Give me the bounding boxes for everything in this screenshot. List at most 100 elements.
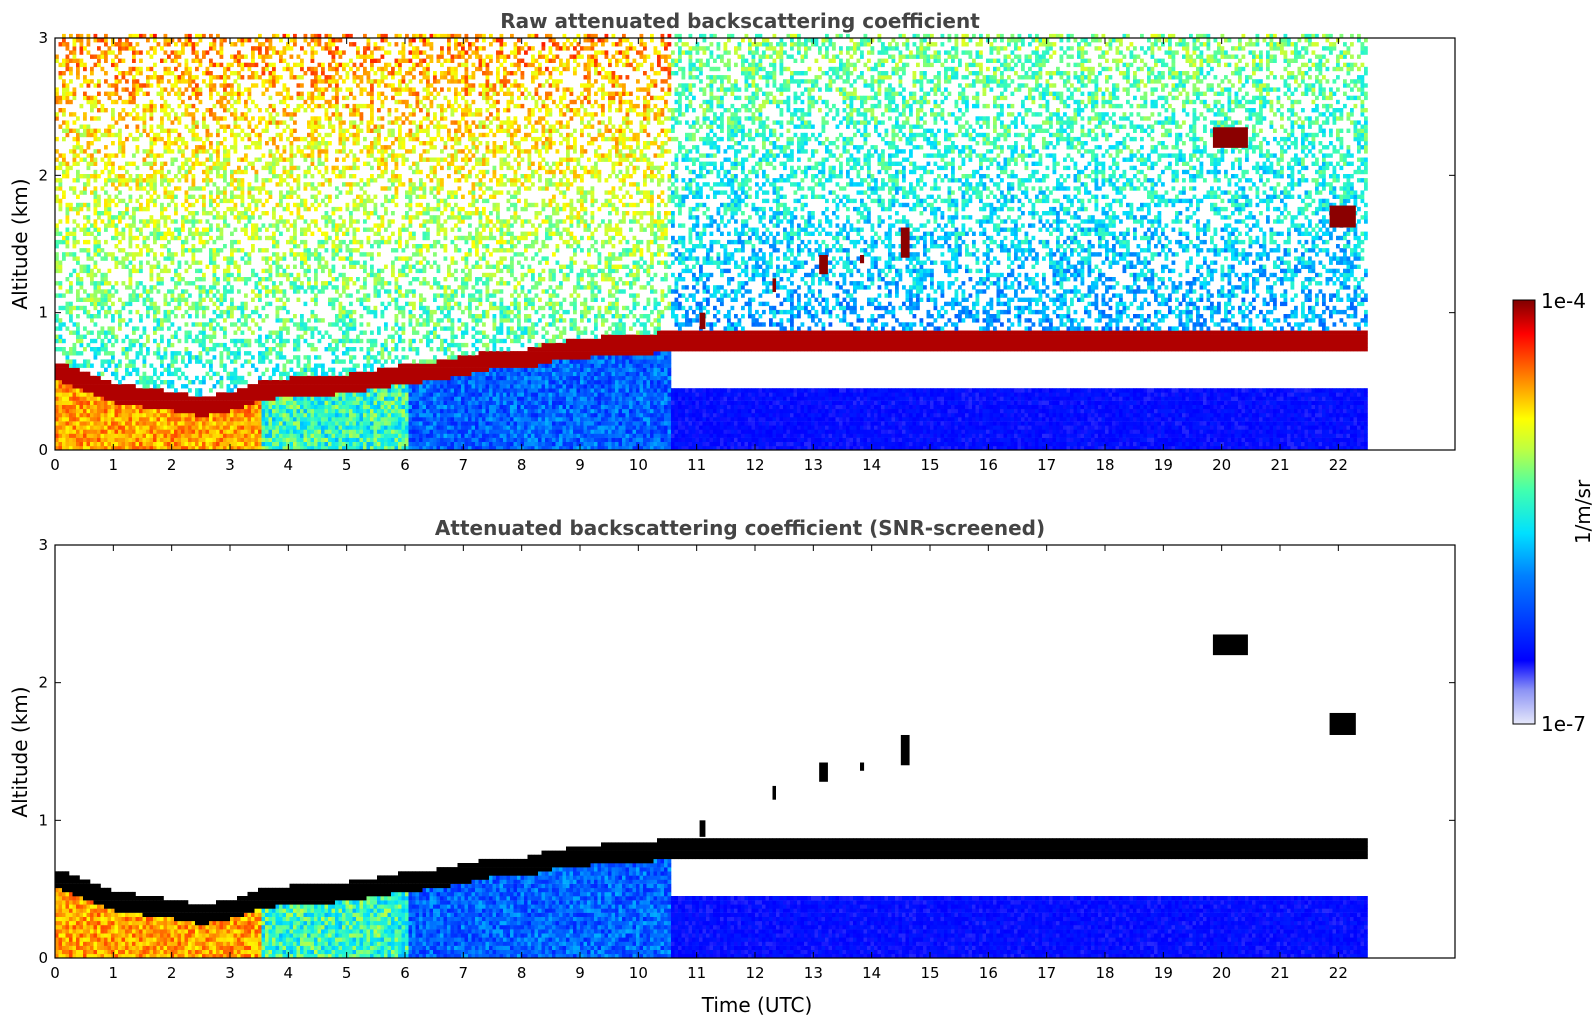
heatmap-cell	[171, 195, 175, 199]
heatmap-cell	[272, 166, 276, 170]
heatmap-cell	[307, 248, 311, 252]
heatmap-cell	[195, 376, 199, 380]
heatmap-cell	[97, 335, 101, 339]
heatmap-cell	[66, 388, 70, 392]
heatmap-cell	[335, 277, 339, 281]
heatmap-cell	[83, 240, 87, 244]
heatmap-cell	[150, 421, 154, 425]
heatmap-cell	[171, 343, 175, 347]
heatmap-cell	[220, 421, 224, 425]
heatmap-cell	[69, 421, 73, 425]
heatmap-cell	[311, 120, 315, 124]
heatmap-cell	[87, 442, 91, 446]
heatmap-cell	[171, 396, 175, 400]
heatmap-cell	[62, 63, 66, 67]
heatmap-cell	[160, 355, 164, 359]
heatmap-cell	[111, 285, 115, 289]
heatmap-cell	[139, 174, 143, 178]
heatmap-cell	[139, 425, 143, 429]
heatmap-cell	[66, 100, 70, 104]
heatmap-cell	[227, 223, 231, 227]
heatmap-cell	[290, 285, 294, 289]
heatmap-cell	[279, 380, 283, 384]
heatmap-cell	[353, 158, 357, 162]
heatmap-cell	[286, 277, 290, 281]
heatmap-cell	[286, 104, 290, 108]
heatmap-cell	[132, 434, 136, 438]
heatmap-cell	[332, 79, 336, 83]
heatmap-cell	[83, 133, 87, 137]
heatmap-cell	[265, 417, 269, 421]
heatmap-cell	[160, 170, 164, 174]
heatmap-cell	[342, 104, 346, 108]
heatmap-cell	[174, 429, 178, 433]
heatmap-cell	[332, 285, 336, 289]
heatmap-cell	[269, 153, 273, 157]
heatmap-cell	[311, 153, 315, 157]
heatmap-cell	[76, 429, 80, 433]
heatmap-cell	[206, 322, 210, 326]
heatmap-cell	[185, 335, 189, 339]
heatmap-cell	[304, 388, 308, 392]
heatmap-cell	[244, 434, 248, 438]
heatmap-cell	[300, 104, 304, 108]
heatmap-cell	[307, 120, 311, 124]
heatmap-cell	[335, 83, 339, 87]
heatmap-cell	[129, 178, 133, 182]
heatmap-cell	[104, 293, 108, 297]
heatmap-cell	[304, 380, 308, 384]
heatmap-cell	[332, 67, 336, 71]
heatmap-cell	[153, 417, 157, 421]
heatmap-cell	[251, 355, 255, 359]
heatmap-cell	[192, 405, 196, 409]
heatmap-cell	[206, 219, 210, 223]
heatmap-cell	[185, 112, 189, 116]
heatmap-cell	[234, 405, 238, 409]
heatmap-cell	[90, 96, 94, 100]
heatmap-cell	[258, 186, 262, 190]
heatmap-cell	[209, 83, 213, 87]
heatmap-cell	[216, 195, 220, 199]
heatmap-cell	[80, 125, 84, 129]
heatmap-cell	[153, 331, 157, 335]
heatmap-cell	[276, 351, 280, 355]
heatmap-cell	[178, 96, 182, 100]
heatmap-cell	[122, 265, 126, 269]
heatmap-cell	[374, 355, 378, 359]
heatmap-cell	[258, 417, 262, 421]
heatmap-cell	[339, 248, 343, 252]
heatmap-cell	[83, 186, 87, 190]
heatmap-cell	[146, 306, 150, 310]
heatmap-cell	[87, 396, 91, 400]
heatmap-cell	[325, 442, 329, 446]
heatmap-cell	[66, 63, 70, 67]
heatmap-cell	[132, 79, 136, 83]
heatmap-cell	[115, 63, 119, 67]
heatmap-cell	[367, 298, 371, 302]
heatmap-cell	[276, 289, 280, 293]
heatmap-cell	[237, 269, 241, 273]
heatmap-cell	[255, 174, 259, 178]
heatmap-cell	[185, 240, 189, 244]
heatmap-cell	[346, 228, 350, 232]
heatmap-cell	[129, 67, 133, 71]
heatmap-cell	[367, 273, 371, 277]
heatmap-cell	[199, 351, 203, 355]
heatmap-cell	[290, 67, 294, 71]
heatmap-cell	[269, 351, 273, 355]
heatmap-cell	[258, 298, 262, 302]
heatmap-cell	[202, 347, 206, 351]
heatmap-cell	[185, 67, 189, 71]
heatmap-cell	[265, 405, 269, 409]
heatmap-cell	[335, 343, 339, 347]
heatmap-cell	[374, 380, 378, 384]
heatmap-cell	[185, 158, 189, 162]
heatmap-cell	[346, 429, 350, 433]
heatmap-cell	[111, 392, 115, 396]
heatmap-cell	[153, 71, 157, 75]
heatmap-cell	[62, 256, 66, 260]
heatmap-cell	[283, 318, 287, 322]
heatmap-cell	[122, 232, 126, 236]
heatmap-cell	[356, 335, 360, 339]
heatmap-cell	[213, 248, 217, 252]
